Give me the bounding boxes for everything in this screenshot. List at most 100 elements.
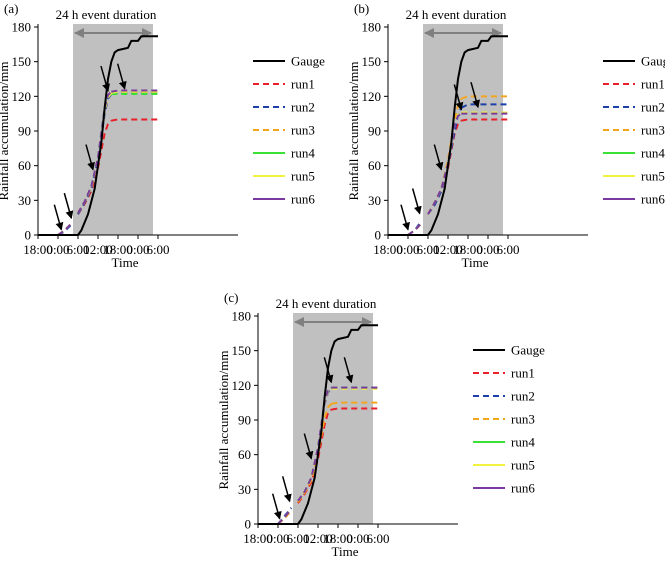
legend-label-run5: run5 xyxy=(641,169,665,184)
legend-label-run4: run4 xyxy=(511,435,535,450)
y-tick-label: 150 xyxy=(362,54,382,69)
chart-panel-1: 24 h event duration (a) 0 30 60 90 120 150 180 18… xyxy=(0,1,325,270)
series-line-run2-plateau xyxy=(460,103,508,109)
legend-label-run4: run4 xyxy=(641,146,665,161)
legend-label-run1: run1 xyxy=(511,366,535,381)
y-axis-title: Rainfall accumulation/mm xyxy=(346,62,361,201)
series-line-run6-early xyxy=(258,508,293,525)
y-tick-label: 180 xyxy=(232,309,252,324)
annotation-arrow xyxy=(116,63,127,90)
x-tick-label: 0:00 xyxy=(266,531,289,546)
annotation-arrow xyxy=(100,65,110,92)
legend-label-run2: run2 xyxy=(641,100,665,115)
legend-label-run2: run2 xyxy=(511,389,535,404)
y-tick-label: 150 xyxy=(232,343,252,358)
y-tick-label: 30 xyxy=(238,482,251,497)
y-tick-label: 0 xyxy=(245,517,252,532)
x-tick-label: 6:00 xyxy=(66,242,89,257)
x-tick-label: 6:00 xyxy=(496,242,519,257)
y-tick-label: 30 xyxy=(18,193,31,208)
annotation-arrow xyxy=(433,144,444,171)
annotation-arrow xyxy=(411,188,422,215)
series-line-run1-plateau xyxy=(111,118,158,122)
annotation-arrow xyxy=(63,192,74,220)
y-tick-label: 90 xyxy=(368,124,381,139)
series-line-run2-early xyxy=(38,223,73,236)
y-tick-label: 120 xyxy=(12,89,32,104)
annotation-arrow xyxy=(53,204,64,231)
x-tick-label: 18:00 xyxy=(373,242,403,257)
annotation-arrow xyxy=(271,493,282,520)
y-tick-label: 120 xyxy=(232,378,252,393)
legend-label-run5: run5 xyxy=(511,458,535,473)
legend-label-run3: run3 xyxy=(291,123,315,138)
x-tick-label: 18:00 xyxy=(323,531,353,546)
y-axis-title: Rainfall accumulation/mm xyxy=(216,351,231,490)
panel-label: (c) xyxy=(224,290,238,305)
legend-label-gauge: Gauge xyxy=(641,54,665,69)
series-line-run5-plateau xyxy=(111,90,158,94)
series-line-run3-plateau xyxy=(331,401,378,405)
legend-label-run4: run4 xyxy=(291,146,315,161)
x-tick-label: 0:00 xyxy=(46,242,69,257)
series-line-run6-early xyxy=(388,222,423,236)
panel-label: (a) xyxy=(4,1,18,16)
y-tick-label: 180 xyxy=(12,20,32,35)
event-duration-label: 24 h event duration xyxy=(406,7,507,22)
x-tick-label: 6:00 xyxy=(416,242,439,257)
x-tick-label: 12:00 xyxy=(83,242,113,257)
panel-label: (b) xyxy=(354,1,369,16)
event-duration-label: 24 h event duration xyxy=(276,296,377,311)
x-axis-title: Time xyxy=(332,544,359,557)
x-tick-label: 0:00 xyxy=(396,242,419,257)
legend-label-run6: run6 xyxy=(641,192,665,207)
y-tick-label: 30 xyxy=(368,193,381,208)
y-tick-label: 120 xyxy=(362,89,382,104)
x-tick-label: 18:00 xyxy=(453,242,483,257)
legend-label-gauge: Gauge xyxy=(291,54,325,69)
y-tick-label: 180 xyxy=(362,20,382,35)
legend-label-run2: run2 xyxy=(291,100,315,115)
series-line-run6-plateau xyxy=(111,89,158,93)
y-tick-label: 60 xyxy=(238,447,251,462)
legend-label-run5: run5 xyxy=(291,169,315,184)
annotation-arrow xyxy=(400,204,410,231)
y-tick-label: 90 xyxy=(238,413,251,428)
x-tick-label: 12:00 xyxy=(303,531,333,546)
legend-label-run3: run3 xyxy=(641,123,665,138)
series-line-run3-early xyxy=(258,509,293,525)
legend-label-run6: run6 xyxy=(511,481,535,496)
series-line-gauge xyxy=(38,35,158,236)
x-tick-label: 0:00 xyxy=(126,242,149,257)
y-tick-label: 0 xyxy=(25,228,32,243)
annotation-arrow xyxy=(85,144,95,171)
x-tick-label: 0:00 xyxy=(346,531,369,546)
x-axis-title: Time xyxy=(462,255,489,270)
annotation-arrow xyxy=(323,357,334,384)
legend-label-gauge: Gauge xyxy=(511,343,545,358)
x-tick-label: 0:00 xyxy=(476,242,499,257)
x-tick-label: 6:00 xyxy=(366,531,389,546)
annotation-arrow xyxy=(470,81,480,109)
series-line-run6-early xyxy=(38,222,73,236)
y-tick-label: 0 xyxy=(375,228,382,243)
series-line-gauge xyxy=(258,324,378,525)
y-tick-label: 150 xyxy=(12,54,32,69)
annotation-arrow xyxy=(281,476,292,503)
y-axis-title: Rainfall accumulation/mm xyxy=(0,62,11,201)
series-line-gauge xyxy=(388,35,508,236)
annotation-arrow xyxy=(303,433,314,460)
legend-label-run1: run1 xyxy=(641,77,665,92)
chart-panel-3: 24 h event duration (c) 0 30 60 90 120 150 180 18… xyxy=(216,290,545,559)
legend-label-run6: run6 xyxy=(291,192,315,207)
x-axis-title: Time xyxy=(112,255,139,270)
series-line-run1-plateau xyxy=(461,118,508,122)
y-tick-label: 60 xyxy=(368,158,381,173)
y-tick-label: 60 xyxy=(18,158,31,173)
annotation-arrow xyxy=(453,84,464,111)
series-line-run1-plateau xyxy=(331,407,378,411)
y-tick-label: 90 xyxy=(18,124,31,139)
legend-label-run1: run1 xyxy=(291,77,315,92)
x-tick-label: 18:00 xyxy=(103,242,133,257)
